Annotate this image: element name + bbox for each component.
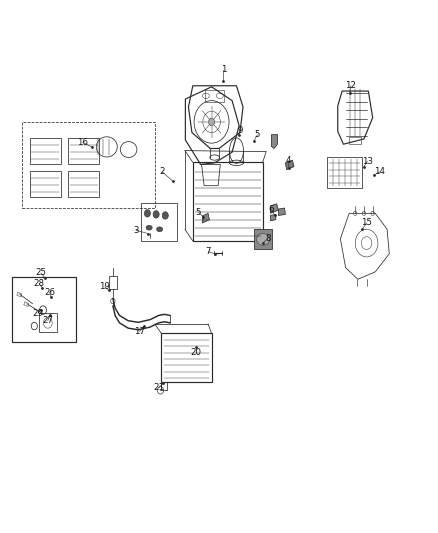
Polygon shape xyxy=(272,135,278,149)
Circle shape xyxy=(162,212,168,219)
Text: 26: 26 xyxy=(44,287,55,296)
Ellipse shape xyxy=(257,233,270,245)
Text: 9: 9 xyxy=(237,126,243,135)
Text: 1: 1 xyxy=(221,66,226,74)
Text: 17: 17 xyxy=(134,327,145,336)
Text: 5: 5 xyxy=(254,130,260,139)
Bar xyxy=(193,163,263,241)
Bar xyxy=(29,171,61,197)
Ellipse shape xyxy=(156,227,162,232)
Text: 28: 28 xyxy=(34,279,45,288)
Text: 5: 5 xyxy=(196,208,201,217)
Bar xyxy=(21,122,155,208)
Bar xyxy=(29,138,61,165)
Bar xyxy=(205,90,224,102)
Bar xyxy=(349,137,361,144)
Ellipse shape xyxy=(146,225,152,230)
Bar xyxy=(141,203,177,241)
Text: 3: 3 xyxy=(133,226,139,235)
Bar xyxy=(68,138,99,165)
Bar xyxy=(109,276,117,289)
Polygon shape xyxy=(286,160,294,169)
Text: 15: 15 xyxy=(361,219,372,228)
Polygon shape xyxy=(202,213,209,223)
Polygon shape xyxy=(279,208,286,215)
Polygon shape xyxy=(271,214,276,221)
Text: 29: 29 xyxy=(32,309,43,318)
Text: 2: 2 xyxy=(159,167,165,176)
Text: 27: 27 xyxy=(42,316,53,325)
Polygon shape xyxy=(271,204,279,213)
Bar xyxy=(17,292,22,297)
Text: 8: 8 xyxy=(265,235,271,244)
Text: 6: 6 xyxy=(268,205,274,214)
Circle shape xyxy=(153,211,159,218)
Circle shape xyxy=(208,118,215,126)
Circle shape xyxy=(145,209,150,217)
Text: 21: 21 xyxy=(153,383,164,392)
Bar xyxy=(12,277,76,342)
Text: 14: 14 xyxy=(374,167,385,176)
Bar xyxy=(39,313,57,333)
Bar xyxy=(68,171,99,197)
Text: 25: 25 xyxy=(35,269,46,277)
Text: 13: 13 xyxy=(362,157,373,166)
Text: 16: 16 xyxy=(77,138,88,147)
Text: 7: 7 xyxy=(206,247,211,256)
Text: 20: 20 xyxy=(191,348,202,357)
Text: 12: 12 xyxy=(345,81,357,90)
Text: 4: 4 xyxy=(285,156,291,165)
Bar xyxy=(24,302,29,306)
Bar xyxy=(254,229,272,249)
Text: 19: 19 xyxy=(99,282,110,291)
Bar xyxy=(327,157,362,188)
Bar xyxy=(161,334,212,382)
